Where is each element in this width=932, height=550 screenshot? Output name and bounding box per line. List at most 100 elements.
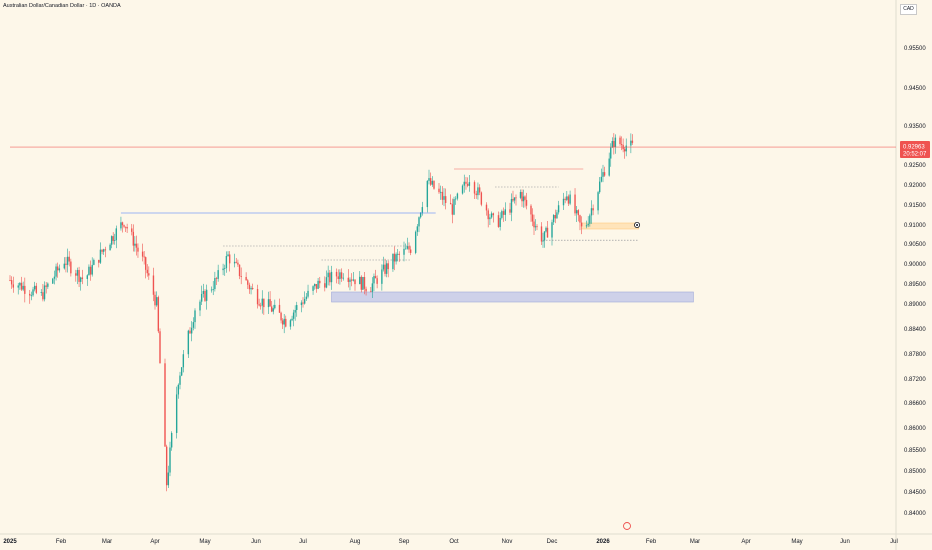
candle-down bbox=[623, 149, 626, 152]
candle-down bbox=[204, 290, 206, 301]
candle-up bbox=[91, 264, 93, 275]
candle-up bbox=[371, 283, 374, 292]
candle-up bbox=[575, 210, 578, 214]
currency-box[interactable]: CAD bbox=[900, 4, 917, 15]
candle-up bbox=[499, 217, 501, 227]
candle-down bbox=[123, 225, 125, 227]
candle-down bbox=[29, 293, 31, 296]
candle-up bbox=[76, 270, 79, 276]
candle-down bbox=[238, 264, 241, 277]
candle-down bbox=[157, 297, 160, 332]
y-tick-label: 0.93500 bbox=[904, 124, 926, 130]
candle-up bbox=[556, 212, 558, 219]
candle-up bbox=[439, 191, 442, 193]
candle-up bbox=[453, 199, 455, 215]
candle-up bbox=[327, 272, 329, 278]
candle-down bbox=[579, 215, 581, 223]
y-tick-label: 0.91500 bbox=[904, 203, 926, 209]
candle-down bbox=[387, 263, 389, 270]
candle-up bbox=[202, 290, 205, 294]
candle-up bbox=[222, 268, 224, 271]
candle-down bbox=[280, 312, 282, 321]
demand-zone bbox=[331, 291, 694, 303]
candle-up bbox=[99, 249, 102, 263]
y-tick-label: 0.87200 bbox=[904, 377, 926, 383]
candle-down bbox=[263, 298, 265, 308]
candle-down bbox=[10, 280, 13, 285]
candle-up bbox=[30, 295, 33, 297]
y-tick-label: 0.87800 bbox=[904, 352, 926, 358]
candle-down bbox=[577, 210, 580, 216]
candle-up bbox=[272, 308, 274, 312]
y-tick-label: 0.95500 bbox=[904, 46, 926, 52]
candle-down bbox=[536, 226, 538, 228]
candle-up bbox=[421, 207, 424, 213]
candle-down bbox=[159, 331, 161, 364]
candle-down bbox=[141, 251, 144, 257]
candle-down bbox=[350, 279, 353, 281]
candle-up bbox=[267, 299, 270, 308]
candle-down bbox=[256, 289, 259, 305]
candle-up bbox=[175, 394, 178, 433]
candle-down bbox=[360, 276, 363, 290]
candle-up bbox=[349, 279, 351, 282]
candle-down bbox=[492, 213, 495, 216]
candle-down bbox=[112, 236, 114, 241]
candle-down bbox=[337, 276, 339, 280]
candle-up bbox=[352, 279, 355, 281]
x-tick-label: Mar bbox=[690, 539, 700, 545]
candle-down bbox=[509, 209, 511, 213]
candle-down bbox=[143, 256, 145, 258]
candle-up bbox=[80, 277, 82, 282]
x-tick-label: Apr bbox=[150, 539, 159, 545]
candle-down bbox=[240, 276, 242, 277]
candle-up bbox=[602, 172, 604, 177]
candle-down bbox=[270, 306, 273, 312]
x-tick-label: Dec bbox=[547, 539, 558, 545]
candle-up bbox=[33, 285, 36, 290]
candle-down bbox=[89, 266, 92, 275]
candle-up bbox=[283, 318, 285, 325]
candle-down bbox=[631, 140, 634, 143]
candle-down bbox=[81, 277, 84, 279]
candle-down bbox=[478, 187, 481, 193]
candle-up bbox=[614, 137, 617, 148]
candle-up bbox=[294, 309, 296, 313]
candle-up bbox=[169, 447, 171, 473]
candle-down bbox=[438, 188, 440, 193]
candle-up bbox=[404, 248, 407, 250]
candle-down bbox=[592, 208, 594, 211]
candle-up bbox=[210, 289, 213, 291]
candle-down bbox=[135, 243, 138, 248]
candle-up bbox=[40, 292, 42, 293]
candles-group bbox=[9, 133, 634, 492]
candle-up bbox=[212, 289, 214, 290]
candle-up bbox=[103, 249, 105, 252]
candle-up bbox=[227, 254, 229, 257]
candle-up bbox=[17, 285, 19, 288]
x-tick-label: Jun bbox=[251, 539, 261, 545]
candle-up bbox=[43, 285, 46, 300]
candle-down bbox=[603, 172, 606, 176]
candle-down bbox=[540, 226, 543, 242]
candle-up bbox=[416, 226, 419, 232]
candle-down bbox=[319, 280, 321, 284]
candle-down bbox=[245, 276, 247, 281]
candle-down bbox=[324, 283, 326, 288]
candle-up bbox=[88, 266, 90, 276]
candle-up bbox=[317, 280, 319, 289]
candle-down bbox=[20, 282, 23, 290]
candle-down bbox=[530, 205, 532, 215]
candle-up bbox=[443, 196, 445, 200]
candle-down bbox=[554, 215, 556, 219]
candle-up bbox=[519, 192, 522, 198]
candle-up bbox=[155, 297, 158, 306]
candle-down bbox=[574, 194, 576, 214]
candle-down bbox=[613, 140, 615, 148]
candle-up bbox=[381, 269, 383, 284]
candle-up bbox=[93, 259, 95, 265]
candle-up bbox=[342, 277, 344, 279]
y-tick-label: 0.91000 bbox=[904, 223, 926, 229]
x-tick-label: May bbox=[791, 539, 802, 545]
